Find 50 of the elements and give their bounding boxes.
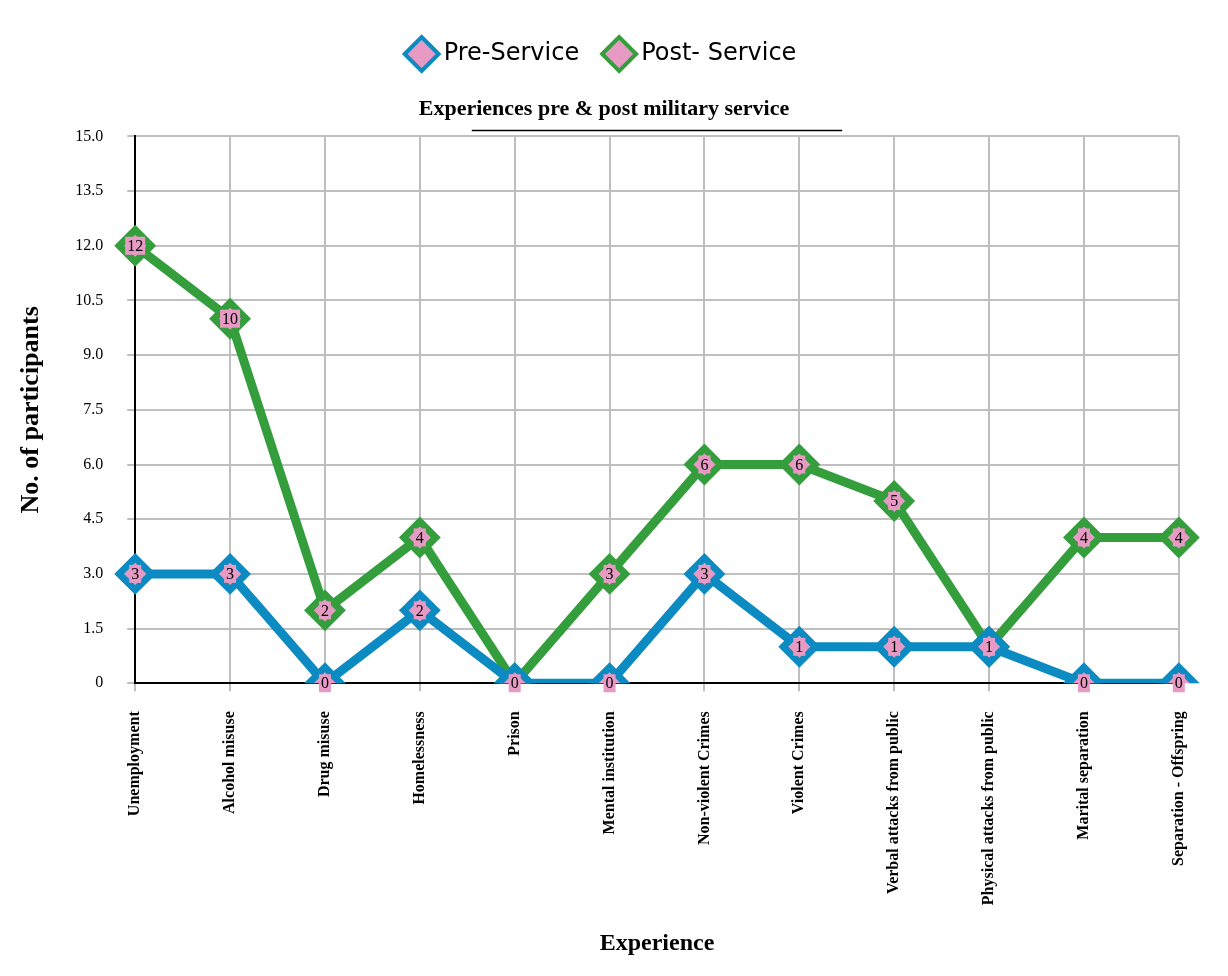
y-tick-label: 6.0 <box>83 454 104 472</box>
y-tick-label: 13.5 <box>75 181 104 199</box>
chart-title: Experiences pre & post military service <box>418 94 790 120</box>
data-label: 1 <box>985 638 994 656</box>
data-label: 4 <box>1174 528 1183 546</box>
x-tick-label: Alcohol misuse <box>220 711 238 814</box>
data-label: 0 <box>605 674 614 692</box>
x-axis-title: Experience <box>599 928 715 955</box>
data-label: 1 <box>890 638 899 656</box>
y-tick-label: 0 <box>95 673 104 691</box>
data-label: 3 <box>131 565 140 583</box>
data-label: 3 <box>700 565 709 583</box>
data-label: 10 <box>222 309 239 327</box>
y-tick-label: 10.5 <box>75 290 104 308</box>
x-tick-label: Drug misuse <box>315 711 334 798</box>
x-tick-label: Non-violent Crimes <box>694 711 712 846</box>
x-tick-label: Unemployment <box>125 710 144 817</box>
legend-label: Pre-Service <box>443 38 580 67</box>
data-label: 12 <box>127 236 144 254</box>
x-tick-label: Verbal attacks from public <box>884 711 903 894</box>
y-tick-label: 4.5 <box>83 509 104 527</box>
data-label: 3 <box>226 565 235 583</box>
y-tick-label: 15.0 <box>75 126 104 144</box>
data-label: 3 <box>605 565 614 583</box>
x-tick-label: Separation - Offspring <box>1168 711 1187 866</box>
x-tick-label: Marital separation <box>1074 711 1093 840</box>
y-tick-label: 12.0 <box>75 235 104 253</box>
x-tick-label: Mental institution <box>599 711 617 835</box>
data-label: 2 <box>320 601 329 619</box>
x-tick-label: Prison <box>504 711 522 756</box>
data-label: 0 <box>1174 674 1183 692</box>
data-label: 1 <box>795 638 804 656</box>
y-tick-label: 3.0 <box>83 564 104 582</box>
data-label: 6 <box>700 455 709 473</box>
y-tick-label: 1.5 <box>83 618 104 636</box>
x-tick-label: Physical attacks from public <box>979 711 998 906</box>
y-axis-title: No. of participants <box>15 306 45 514</box>
legend-label: Post- Service <box>641 38 797 67</box>
data-label: 5 <box>890 492 899 510</box>
data-label: 4 <box>1079 528 1088 546</box>
data-label: 4 <box>415 528 424 546</box>
data-label: 2 <box>415 601 424 619</box>
data-label: 0 <box>1079 674 1088 692</box>
y-tick-label: 7.5 <box>83 400 104 418</box>
x-tick-label: Violent Crimes <box>789 711 807 815</box>
x-tick-label: Homelessness <box>409 711 427 805</box>
data-label: 0 <box>320 674 329 692</box>
data-label: 6 <box>795 455 804 473</box>
data-label: 0 <box>510 674 519 692</box>
y-tick-label: 9.0 <box>83 345 104 363</box>
